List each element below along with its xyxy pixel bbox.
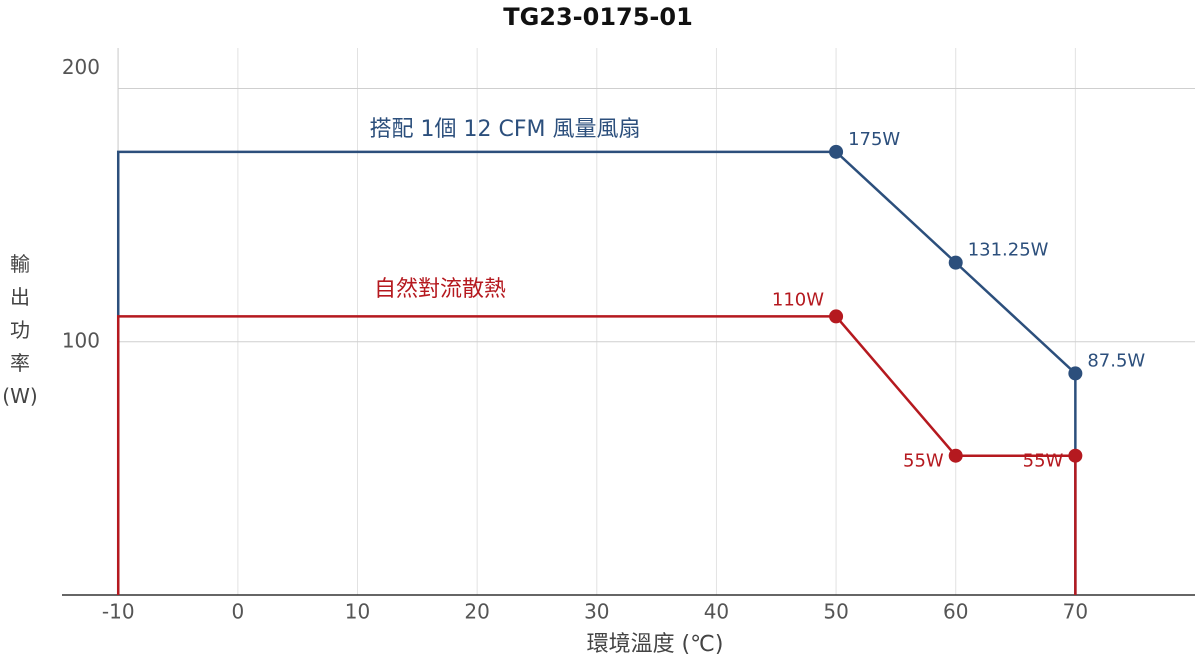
y-axis-label-line: 輸 — [10, 252, 30, 276]
data-label: 55W — [903, 451, 944, 472]
data-label: 175W — [848, 129, 900, 150]
data-label: 87.5W — [1087, 350, 1145, 371]
point — [829, 144, 844, 159]
data-label: 55W — [1023, 451, 1064, 472]
x-tick-label: 0 — [232, 600, 245, 624]
y-axis-label: 輸出功率 (W) — [2, 252, 37, 408]
x-tick-label: 30 — [584, 600, 609, 624]
series-label: 搭配 1個 12 CFM 風量風扇 — [370, 117, 641, 142]
x-tick-label: 40 — [704, 600, 729, 624]
series-label: 自然對流散熱 — [374, 277, 506, 302]
y-axis-label-line: 功 — [10, 318, 30, 342]
x-tick-label: 70 — [1063, 600, 1088, 624]
point — [1068, 448, 1083, 463]
x-tick-label: 10 — [345, 600, 370, 624]
y-axis-label-line: 率 — [10, 351, 30, 375]
point — [948, 448, 963, 463]
y-axis-label-line: (W) — [2, 384, 37, 408]
x-tick-label: 50 — [823, 600, 848, 624]
x-tick-label: -10 — [102, 600, 135, 624]
data-label: 110W — [772, 289, 824, 310]
chart-title: TG23-0175-01 — [503, 3, 693, 31]
x-tick-label: 60 — [943, 600, 968, 624]
point — [1068, 366, 1083, 381]
x-axis-label: 環境溫度 (℃) — [587, 632, 724, 657]
series-line — [116, 150, 1077, 595]
data-label: 131.25W — [968, 240, 1049, 261]
y-axis-label-line: 出 — [10, 285, 30, 309]
y-tick-label: 100 — [62, 328, 100, 352]
point — [829, 309, 844, 324]
y-tick-label: 200 — [62, 55, 100, 79]
point — [948, 255, 963, 270]
series-line — [116, 315, 1077, 595]
x-tick-label: 20 — [464, 600, 489, 624]
